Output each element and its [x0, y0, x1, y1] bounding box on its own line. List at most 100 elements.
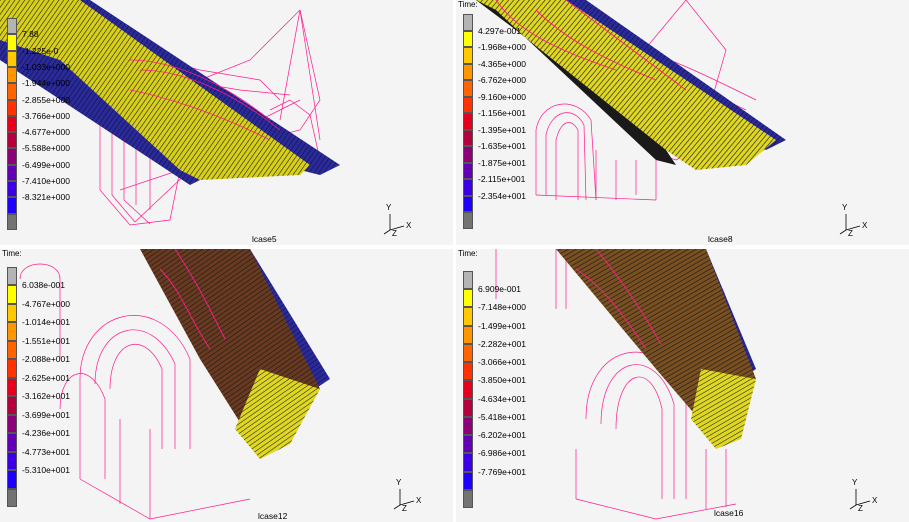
- legend-swatch: [463, 162, 473, 180]
- axis-triad: Y X Z: [848, 479, 882, 513]
- legend-swatch: [7, 303, 17, 323]
- legend-value: -8.321e+000: [22, 192, 70, 203]
- legend-value: -9.160e+000: [478, 91, 526, 102]
- time-header: Time:: [458, 0, 478, 9]
- legend-swatch: [7, 322, 17, 341]
- legend-value: -3.066e+001: [478, 357, 526, 368]
- case-label: lcase8: [708, 234, 733, 244]
- legend-swatch: [7, 414, 17, 434]
- legend-swatch: [463, 30, 473, 48]
- legend-swatch: [7, 340, 17, 360]
- legend-swatch: [7, 267, 17, 286]
- legend-value: -1.944e+000: [22, 78, 70, 89]
- legend-swatch: [7, 115, 17, 133]
- legend-swatch: [463, 271, 473, 290]
- legend-swatch: [7, 470, 17, 489]
- fem-mesh-render: [19, 249, 330, 520]
- legend-swatch: [463, 80, 473, 97]
- legend-swatch: [463, 96, 473, 114]
- legend-value: -1.875e+001: [478, 157, 526, 168]
- legend-swatch: [7, 396, 17, 415]
- viewport-lcase16[interactable]: Time: 6.909e-001 -7.148e+000 -1.499e+001 -2…: [456, 249, 909, 522]
- case-label: lcase5: [252, 234, 277, 244]
- fem-mesh-render: [495, 249, 756, 520]
- legend-value: -4.236e+001: [22, 428, 70, 439]
- legend-swatch: [7, 164, 17, 182]
- legend-value: -1.156e+001: [478, 108, 526, 119]
- legend-swatch: [463, 416, 473, 436]
- legend-value: -3.766e+000: [22, 110, 70, 121]
- legend-swatch: [463, 325, 473, 344]
- axis-triad-icon: [849, 489, 871, 510]
- legend-swatch: [463, 453, 473, 472]
- legend-value: -3.162e+001: [22, 391, 70, 402]
- legend-swatch: [7, 34, 17, 51]
- legend-swatch: [7, 18, 17, 35]
- viewport-lcase8[interactable]: Time: 4.297e-001 -1.968e+000 -4.365e+000 -6…: [456, 0, 909, 245]
- legend-value: -5.310e+001: [22, 465, 70, 476]
- legend-value: -2.855e+000: [22, 94, 70, 105]
- legend-swatch: [463, 380, 473, 399]
- legend-value: -4.773e+001: [22, 446, 70, 457]
- legend-value: -1.499e+001: [478, 320, 526, 331]
- legend-value: -3.850e+001: [478, 375, 526, 386]
- axis-triad: Y X Z: [392, 479, 426, 513]
- viewport-lcase12[interactable]: Time: 6.038e-001 -4.767e+000 -1.014e+001 -1…: [0, 249, 453, 522]
- legend-swatch: [463, 179, 473, 196]
- time-header: Time:: [2, 249, 22, 258]
- legend-swatch: [463, 471, 473, 490]
- legend-swatch: [463, 435, 473, 454]
- fem-mesh-render: [0, 0, 340, 226]
- legend-value: -7.410e+000: [22, 176, 70, 187]
- fem-mesh-render: [476, 0, 786, 201]
- legend-swatch: [7, 99, 17, 116]
- legend-swatch: [463, 343, 473, 363]
- legend-swatch: [7, 285, 17, 304]
- legend-swatch: [7, 66, 17, 84]
- legend-value: 6.038e-001: [22, 280, 66, 291]
- legend-value: -6.499e+000: [22, 159, 70, 170]
- legend-value: 4.297e-001: [478, 25, 522, 36]
- legend-value: -2.625e+001: [22, 372, 70, 383]
- case-label: lcase12: [258, 511, 288, 521]
- legend-swatch: [463, 63, 473, 81]
- legend-value: -4.365e+000: [478, 58, 526, 69]
- legend-swatch: [463, 14, 473, 31]
- legend-swatch: [7, 451, 17, 471]
- legend-value: -3.699e+001: [22, 409, 70, 420]
- legend-swatch: [463, 362, 473, 381]
- legend-value: -2.088e+001: [22, 354, 70, 365]
- legend-swatch: [463, 307, 473, 326]
- legend-swatch: [463, 398, 473, 417]
- time-header: Time:: [458, 249, 478, 258]
- legend-swatch: [463, 195, 473, 213]
- axis-triad-icon: [393, 489, 415, 510]
- legend-value: -2.282e+001: [478, 338, 526, 349]
- legend-swatch: [463, 212, 473, 229]
- legend-swatch: [7, 50, 17, 67]
- legend-swatch: [7, 181, 17, 198]
- viewport-lcase5[interactable]: 7.88 -1.225e-0 -1.033e+000 -1.944e+000 -2.85…: [0, 0, 453, 245]
- legend-swatch: [463, 113, 473, 130]
- legend-swatch: [7, 148, 17, 165]
- legend-swatch: [7, 197, 17, 214]
- legend-swatch: [463, 47, 473, 64]
- legend-value: -1.968e+000: [478, 42, 526, 53]
- legend-swatch: [7, 132, 17, 149]
- legend-swatch: [7, 83, 17, 100]
- legend-swatch: [463, 289, 473, 308]
- axis-triad: Y X Z: [382, 204, 416, 238]
- legend-value: -1.635e+001: [478, 141, 526, 152]
- axis-triad-icon: [383, 214, 405, 235]
- legend-value: -1.225e-0: [22, 45, 59, 56]
- legend-value: -7.148e+000: [478, 302, 526, 313]
- legend-value: 6.909e-001: [478, 284, 522, 295]
- legend-value: -4.767e+000: [22, 298, 70, 309]
- legend-swatch: [463, 129, 473, 147]
- axis-triad-icon: [839, 214, 861, 235]
- legend-value: -4.677e+000: [22, 127, 70, 138]
- legend-value: -2.354e+001: [478, 190, 526, 201]
- legend-value: -1.551e+001: [22, 335, 70, 346]
- legend-swatch: [7, 359, 17, 378]
- legend-value: -4.634e+001: [478, 393, 526, 404]
